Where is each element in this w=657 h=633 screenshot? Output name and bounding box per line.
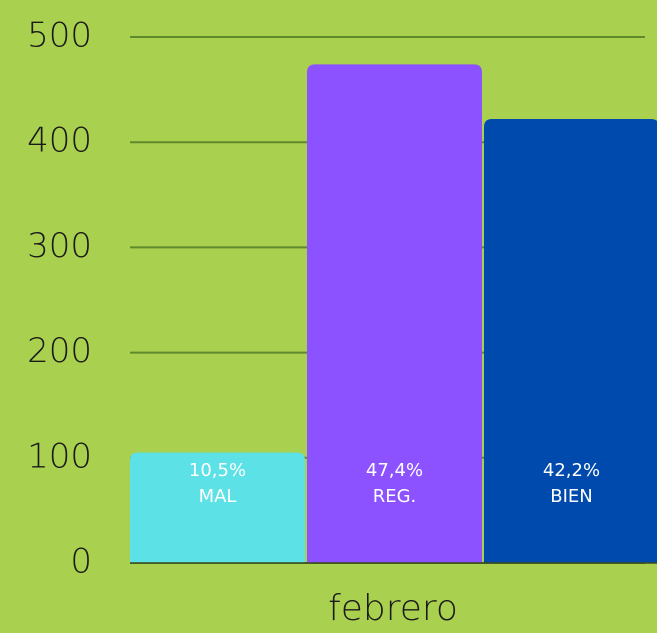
y-tick-label: 100 <box>27 436 92 476</box>
bar-percent-label: 42,2% <box>543 460 600 481</box>
bar-percent-label: 10,5% <box>189 460 246 481</box>
bar-percent-label: 47,4% <box>366 460 423 481</box>
bar <box>130 452 305 563</box>
bar <box>307 64 482 564</box>
y-tick-label: 300 <box>27 226 92 266</box>
y-tick-label: 400 <box>27 121 92 161</box>
y-tick-label: 200 <box>27 331 92 371</box>
y-tick-label: 0 <box>70 542 92 582</box>
bar-series-label: REG. <box>373 486 417 507</box>
x-tick-label: febrero <box>328 588 458 629</box>
bar-series-label: MAL <box>199 486 237 507</box>
y-tick-label: 500 <box>27 16 92 56</box>
bar-series-label: BIEN <box>550 486 593 507</box>
bar <box>484 119 657 563</box>
